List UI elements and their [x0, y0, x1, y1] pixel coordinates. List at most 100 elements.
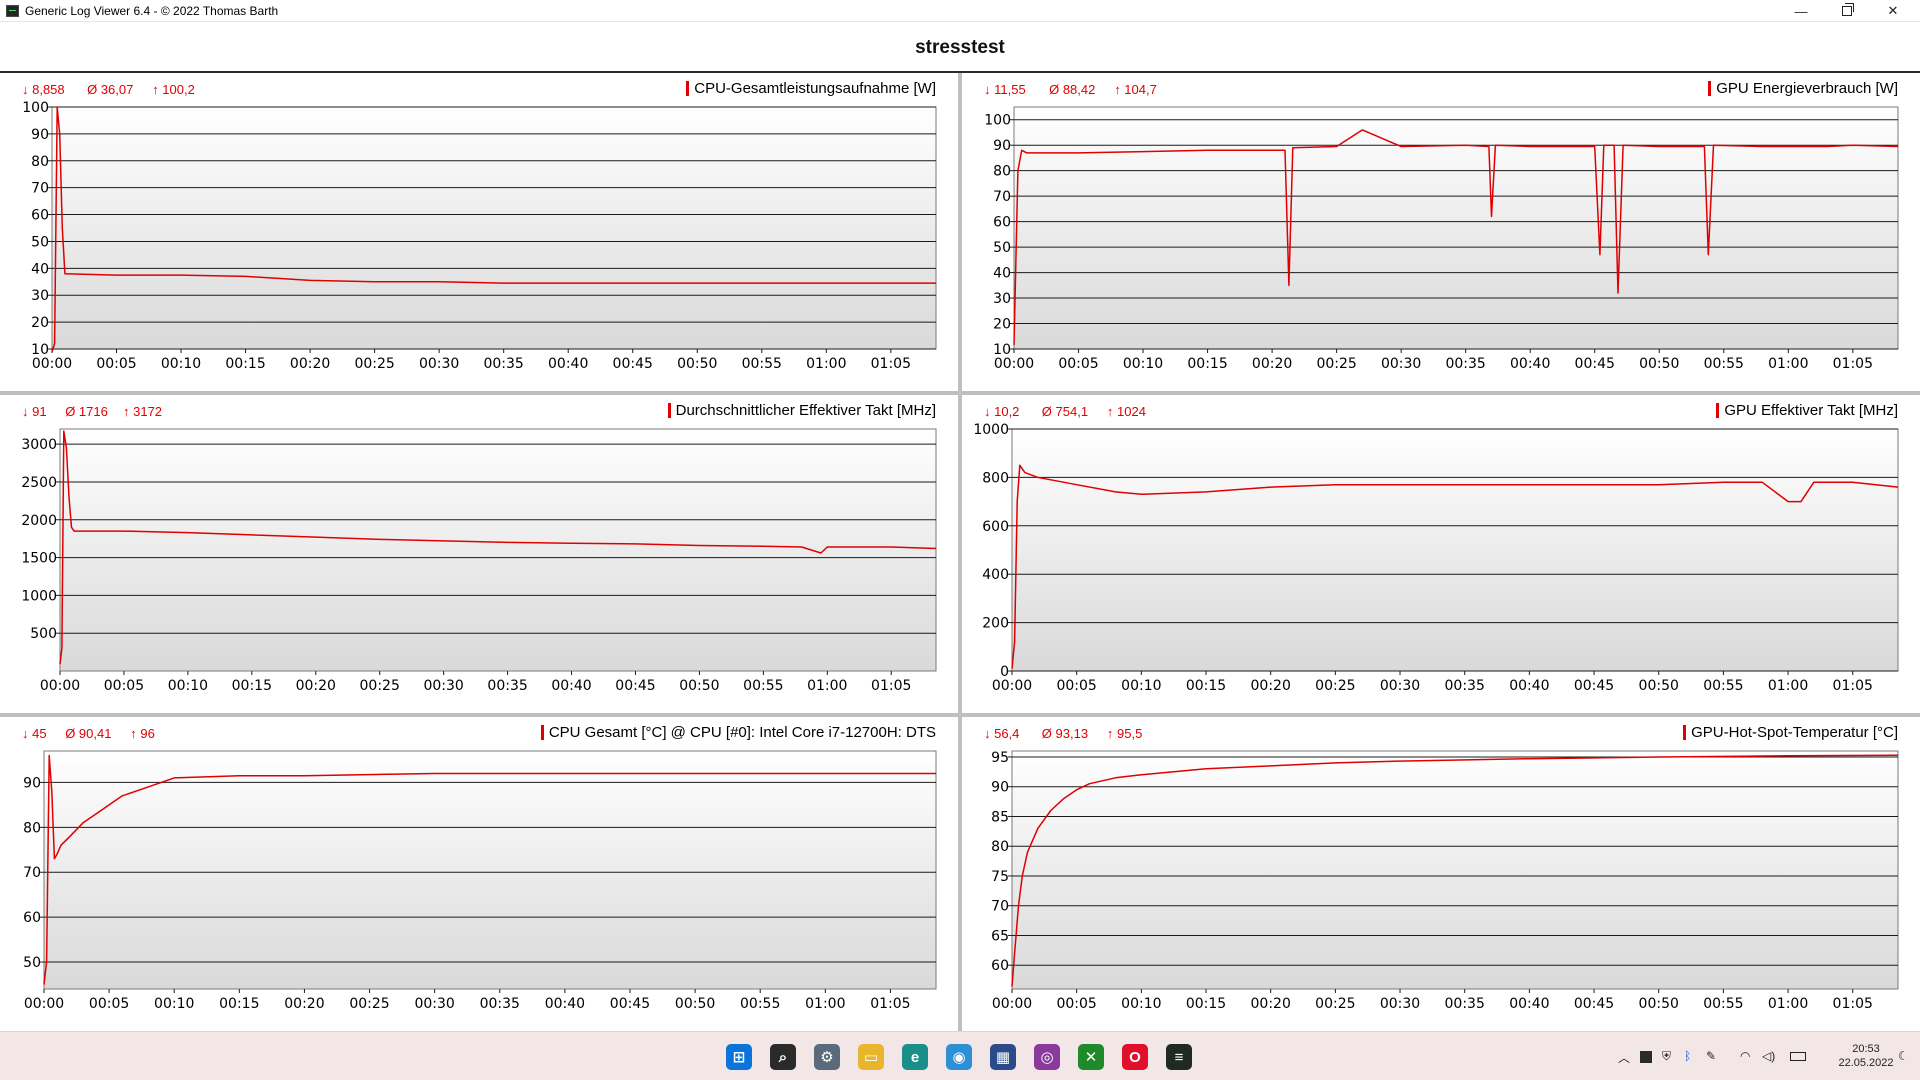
y-tick-label: 2500 [21, 475, 57, 491]
x-tick-label: 00:50 [1639, 996, 1679, 1012]
plot-area [43, 750, 937, 990]
y-tick-label: 90 [993, 138, 1011, 154]
y-tick-label: 75 [991, 869, 1009, 885]
window-titlebar: Generic Log Viewer 6.4 - © 2022 Thomas B… [0, 0, 1920, 22]
notification-moon-icon[interactable]: ☾ [1898, 1049, 1909, 1063]
edge-icon[interactable]: e [902, 1044, 928, 1070]
plot-area [59, 428, 937, 672]
tray-pen-icon[interactable]: ✎ [1706, 1049, 1717, 1063]
y-tick-label: 90 [991, 780, 1009, 796]
x-tick-label: 00:20 [1251, 996, 1291, 1012]
tray-volume-icon[interactable]: ◁) [1762, 1049, 1776, 1063]
x-tick-label: 00:50 [677, 356, 717, 372]
stat-max: ↑ 96 [130, 726, 155, 741]
x-tick-label: 00:05 [104, 678, 144, 694]
x-tick-label: 00:45 [1574, 678, 1614, 694]
y-tick-label: 95 [991, 750, 1009, 766]
y-tick-label: 200 [982, 616, 1009, 632]
x-tick-label: 00:45 [610, 996, 650, 1012]
x-tick-label: 00:45 [1575, 356, 1615, 372]
chart-panel-gpu-hotspot: ↓ 56,4 Ø 93,13 ↑ 95,5 GPU-Hot-Spot-Temperat… [962, 717, 1920, 1031]
y-tick-label: 80 [991, 839, 1009, 855]
tray-wifi-icon[interactable]: ◠ [1740, 1049, 1751, 1063]
settings-icon[interactable]: ⚙ [814, 1044, 840, 1070]
taskbar-clock[interactable]: 20:53 22.05.2022 [1836, 1042, 1896, 1070]
tray-security-icon[interactable]: ⛨ [1662, 1049, 1672, 1063]
x-tick-label: 01:05 [1833, 356, 1873, 372]
restore-button[interactable] [1824, 0, 1870, 22]
y-tick-label: 90 [23, 775, 41, 791]
y-tick-label: 20 [993, 317, 1011, 333]
chart-panel-cpu-temp: ↓ 45 Ø 90,41 ↑ 96 CPU Gesamt [°C] @ CPU [#0… [0, 717, 958, 1031]
x-tick-label: 00:20 [290, 356, 330, 372]
file-explorer-icon[interactable]: ▭ [858, 1044, 884, 1070]
y-tick-label: 80 [31, 154, 49, 170]
plot-area [1011, 750, 1899, 990]
x-tick-label: 00:40 [1509, 996, 1549, 1012]
chart-panel-gpu-clock: ↓ 10,2 Ø 754,1 ↑ 1024 GPU Effektiver Takt [… [962, 395, 1920, 713]
camera-icon[interactable]: ◎ [1034, 1044, 1060, 1070]
y-tick-label: 1000 [973, 422, 1009, 438]
chart-panel-cpu-power: ↓ 8,858 Ø 36,07 ↑ 100,2 CPU-Gesamtleistungs… [0, 73, 958, 391]
stat-min: ↓ 45 [22, 726, 47, 741]
calculator-icon[interactable]: ▦ [990, 1044, 1016, 1070]
photos-icon[interactable]: ◉ [946, 1044, 972, 1070]
x-tick-label: 00:25 [354, 356, 394, 372]
stat-min: ↓ 8,858 [22, 82, 65, 97]
opera-icon[interactable]: O [1122, 1044, 1148, 1070]
chart-grid: ↓ 8,858 Ø 36,07 ↑ 100,2 CPU-Gesamtleistungs… [0, 73, 1920, 1031]
minimize-button[interactable]: — [1794, 3, 1808, 19]
y-tick-label: 800 [982, 470, 1009, 486]
x-tick-label: 00:10 [1123, 356, 1163, 372]
x-tick-label: 00:55 [1703, 678, 1743, 694]
x-tick-label: 00:45 [615, 678, 655, 694]
x-tick-label: 00:55 [740, 996, 780, 1012]
x-tick-label: 00:00 [994, 356, 1034, 372]
y-tick-label: 500 [30, 626, 57, 642]
stat-min: ↓ 56,4 [984, 726, 1020, 741]
y-tick-label: 40 [993, 266, 1011, 282]
x-tick-label: 00:10 [154, 996, 194, 1012]
search-icon[interactable]: ⌕ [770, 1044, 796, 1070]
series-line [43, 754, 936, 985]
clock-date: 22.05.2022 [1838, 1057, 1894, 1069]
chart-svg: 50 60 70 80 90 00:00 00:05 00:10 00:15 00:20 00:25… [23, 750, 937, 1012]
chart-title: CPU-Gesamtleistungsaufnahme [W] [686, 80, 936, 97]
x-tick-label: 00:55 [743, 678, 783, 694]
y-tick-label: 80 [993, 164, 1011, 180]
y-tick-label: 90 [31, 127, 49, 143]
log-viewer-icon[interactable]: ≡ [1166, 1044, 1192, 1070]
close-button[interactable]: ✕ [1887, 3, 1899, 18]
y-tick-label: 10 [31, 342, 49, 358]
stat-avg: Ø 88,42 [1049, 82, 1096, 97]
y-tick-label: 60 [991, 958, 1009, 974]
chart-svg: 10 20 30 40 50 60 70 80 90 100 00:00 00:05 00:10 00:1… [984, 106, 1899, 372]
series-line [1013, 129, 1899, 345]
tray-gpu-icon[interactable] [1640, 1051, 1652, 1063]
y-tick-label: 60 [993, 215, 1011, 231]
y-tick-label: 30 [993, 291, 1011, 307]
tray-battery-icon[interactable] [1790, 1052, 1806, 1061]
tray-bluetooth-icon[interactable]: ᛒ [1684, 1049, 1692, 1063]
y-tick-label: 70 [23, 865, 41, 881]
x-tick-label: 01:05 [1833, 678, 1873, 694]
x-tick-label: 01:05 [871, 356, 911, 372]
y-tick-label: 60 [23, 910, 41, 926]
series-line [1011, 754, 1899, 987]
x-tick-label: 00:50 [1639, 356, 1679, 372]
xbox-icon[interactable]: ✕ [1078, 1044, 1104, 1070]
y-tick-label: 100 [984, 113, 1011, 129]
x-tick-label: 00:05 [1058, 356, 1098, 372]
stat-max: ↑ 3172 [123, 404, 163, 419]
y-tick-label: 60 [31, 208, 49, 224]
tray-chevron-icon[interactable]: ︿ [1618, 1051, 1631, 1065]
start-icon[interactable]: ⊞ [726, 1044, 752, 1070]
x-tick-label: 00:30 [423, 678, 463, 694]
x-tick-label: 00:40 [1509, 678, 1549, 694]
series-line [59, 430, 937, 665]
stat-min: ↓ 10,2 [984, 404, 1020, 419]
y-tick-label: 80 [23, 820, 41, 836]
x-tick-label: 00:50 [1639, 678, 1679, 694]
x-tick-label: 00:00 [32, 356, 72, 372]
chart-title: Durchschnittlicher Effektiver Takt [MHz] [667, 402, 936, 419]
